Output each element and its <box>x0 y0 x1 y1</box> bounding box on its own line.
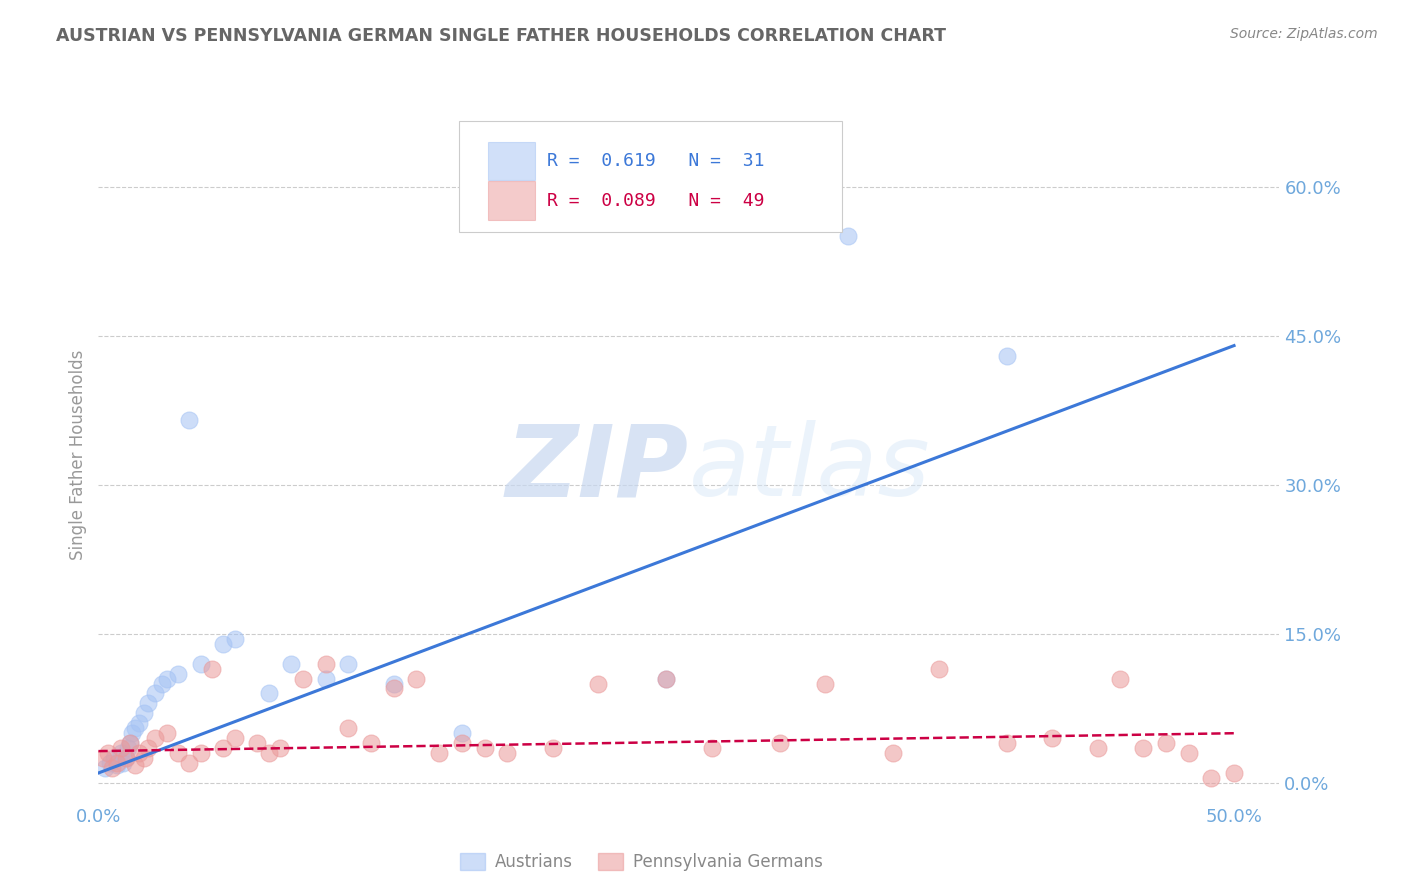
Point <box>120 736 142 750</box>
Point <box>121 726 143 740</box>
Point <box>114 751 136 765</box>
Point <box>212 741 235 756</box>
Point <box>1132 741 1154 756</box>
Point <box>91 751 114 765</box>
Point <box>541 741 564 756</box>
Point <box>450 736 472 750</box>
Point <box>882 746 904 760</box>
Point <box>124 758 146 772</box>
Point <box>98 756 121 770</box>
Text: atlas: atlas <box>689 420 931 517</box>
Point <box>700 741 723 756</box>
Point <box>138 697 160 711</box>
Point <box>1040 731 1063 746</box>
Point <box>405 672 427 686</box>
Bar <box>488 181 536 219</box>
Point <box>110 746 132 760</box>
Point <box>1154 736 1177 750</box>
Point <box>280 657 302 671</box>
Point <box>837 229 859 244</box>
Point <box>155 672 177 686</box>
Point <box>224 731 246 746</box>
Point <box>179 756 201 770</box>
Point <box>995 349 1018 363</box>
Point <box>814 676 837 690</box>
Point <box>101 761 124 775</box>
Point <box>143 686 166 700</box>
Point <box>382 681 405 696</box>
Point <box>128 716 150 731</box>
Point <box>337 721 360 735</box>
Text: ZIP: ZIP <box>506 420 689 517</box>
Point <box>474 741 496 756</box>
Point <box>105 758 128 772</box>
FancyBboxPatch shape <box>458 121 842 232</box>
Point <box>128 746 150 760</box>
Legend: Austrians, Pennsylvania Germans: Austrians, Pennsylvania Germans <box>454 847 830 878</box>
Point <box>201 662 224 676</box>
Point <box>103 751 125 765</box>
Point <box>586 676 609 690</box>
Point <box>496 746 519 760</box>
Point <box>117 741 139 756</box>
Text: R =  0.619   N =  31: R = 0.619 N = 31 <box>547 152 765 169</box>
Point <box>124 721 146 735</box>
Point <box>143 731 166 746</box>
Point <box>269 741 291 756</box>
Point <box>132 706 155 721</box>
Point <box>928 662 950 676</box>
Point <box>1109 672 1132 686</box>
Point <box>110 741 132 756</box>
Point <box>167 746 190 760</box>
Text: Source: ZipAtlas.com: Source: ZipAtlas.com <box>1230 27 1378 41</box>
Point <box>337 657 360 671</box>
Point <box>112 756 135 770</box>
Point <box>360 736 382 750</box>
Y-axis label: Single Father Households: Single Father Households <box>69 350 87 560</box>
Point <box>94 761 117 775</box>
Point <box>190 657 212 671</box>
Point <box>120 736 142 750</box>
Point <box>450 726 472 740</box>
Bar <box>488 142 536 180</box>
Point <box>257 746 280 760</box>
Point <box>132 751 155 765</box>
Point <box>1087 741 1109 756</box>
Point <box>105 756 128 770</box>
Point <box>246 736 269 750</box>
Point <box>291 672 314 686</box>
Point <box>114 751 136 765</box>
Point <box>1223 766 1246 780</box>
Point <box>167 666 190 681</box>
Point <box>257 686 280 700</box>
Point <box>995 736 1018 750</box>
Point <box>315 657 337 671</box>
Point <box>155 726 177 740</box>
Point <box>150 676 173 690</box>
Point <box>382 676 405 690</box>
Text: R =  0.089   N =  49: R = 0.089 N = 49 <box>547 192 765 210</box>
Point <box>224 632 246 646</box>
Point <box>179 413 201 427</box>
Point <box>212 637 235 651</box>
Point <box>427 746 450 760</box>
Point <box>1201 771 1223 785</box>
Point <box>138 741 160 756</box>
Point <box>769 736 792 750</box>
Point <box>315 672 337 686</box>
Text: AUSTRIAN VS PENNSYLVANIA GERMAN SINGLE FATHER HOUSEHOLDS CORRELATION CHART: AUSTRIAN VS PENNSYLVANIA GERMAN SINGLE F… <box>56 27 946 45</box>
Point <box>655 672 678 686</box>
Point <box>1177 746 1199 760</box>
Point <box>190 746 212 760</box>
Point <box>96 746 118 760</box>
Point <box>655 672 678 686</box>
